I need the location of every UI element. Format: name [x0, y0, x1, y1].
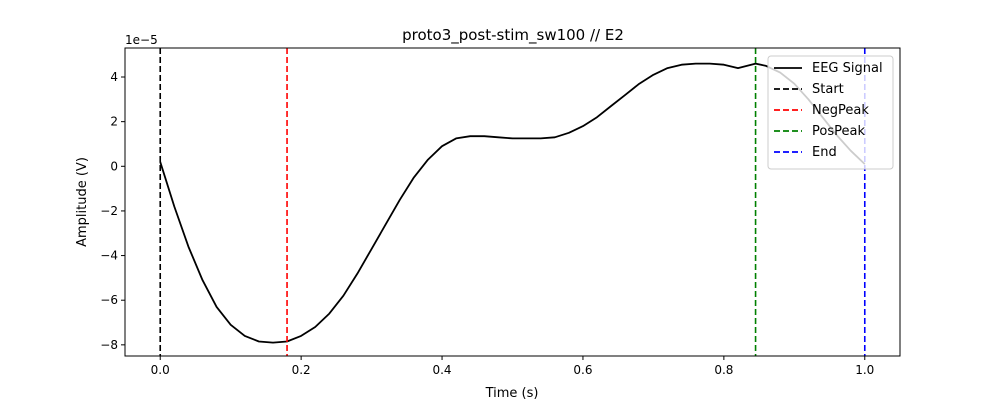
chart-title: proto3_post-stim_sw100 // E2: [402, 26, 624, 45]
legend-label: End: [812, 145, 837, 160]
legend-label: NegPeak: [812, 103, 869, 118]
legend-label: PosPeak: [812, 124, 865, 139]
x-tick-label: 0.8: [714, 363, 733, 377]
y-axis-label: Amplitude (V): [75, 157, 90, 247]
plot-frame: [124, 47, 901, 357]
x-tick-label: 0.0: [151, 363, 170, 377]
y-offset-label: 1e−5: [125, 33, 158, 47]
x-tick-label: 0.6: [573, 363, 592, 377]
x-tick-label: 1.0: [855, 363, 874, 377]
series-line-0: [159, 62, 866, 344]
legend-label: EEG Signal: [812, 61, 883, 76]
x-tick-label: 0.4: [432, 363, 451, 377]
y-tick-label: 0: [110, 159, 118, 173]
x-tick-label: 0.2: [292, 363, 311, 377]
y-tick-label: −4: [100, 249, 118, 263]
y-tick-label: −6: [100, 293, 118, 307]
x-axis-label: Time (s): [485, 386, 539, 400]
y-tick-label: 2: [110, 115, 118, 129]
y-tick-label: −8: [100, 338, 118, 352]
y-tick-label: 4: [110, 70, 118, 84]
legend-box: [767, 55, 894, 170]
y-tick-label: −2: [100, 204, 118, 218]
legend-label: Start: [812, 82, 844, 97]
